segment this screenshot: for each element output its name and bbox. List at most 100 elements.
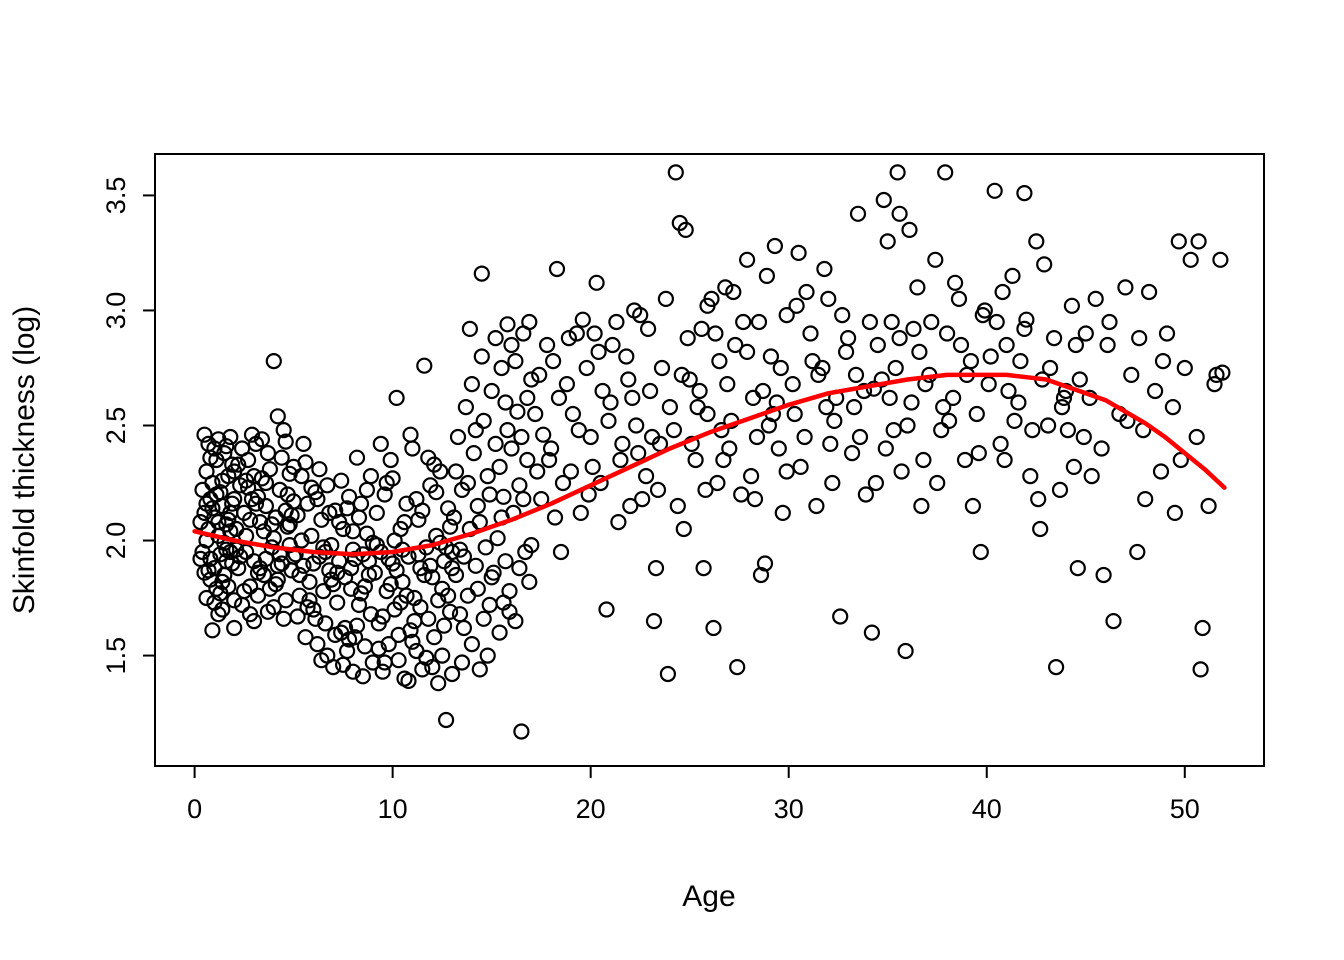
scatter-point <box>719 376 736 393</box>
scatter-point <box>929 474 946 492</box>
scatter-point <box>1146 382 1164 400</box>
scatter-point <box>396 513 413 531</box>
scatter-point <box>297 454 314 471</box>
scatter-point <box>200 562 217 579</box>
scatter-point <box>837 343 855 360</box>
scatter-point <box>992 435 1009 452</box>
scatter-point <box>356 578 373 595</box>
scatter-point <box>673 366 690 383</box>
scatter-point <box>475 412 492 429</box>
scatter-point <box>323 571 340 588</box>
scatter-point <box>447 463 465 480</box>
scatter-point <box>501 603 518 620</box>
scatter-point <box>1012 353 1029 370</box>
scatter-point <box>287 546 304 563</box>
scatter-point <box>295 557 312 574</box>
scatter-point <box>449 428 467 446</box>
scatter-point <box>940 412 958 429</box>
scatter-point <box>457 399 474 416</box>
scatter-point <box>1154 353 1172 370</box>
scatter-point <box>511 477 528 494</box>
scatter-point <box>709 474 726 492</box>
scatter-point <box>564 405 582 423</box>
scatter-point <box>463 635 480 653</box>
scatter-point <box>568 325 585 342</box>
scatter-point <box>382 451 399 469</box>
scatter-point <box>1000 382 1017 400</box>
scatter-point <box>442 518 459 535</box>
scatter-point <box>354 668 371 685</box>
scatter-point <box>748 428 766 446</box>
scatter-point <box>693 320 710 337</box>
scatter-point <box>459 587 476 604</box>
scatter-point <box>445 509 463 526</box>
scatter-point <box>521 313 538 331</box>
scatter-point <box>247 495 265 512</box>
scatter-point <box>275 422 292 439</box>
scatter-point <box>927 251 944 268</box>
scatter-point <box>362 606 379 623</box>
scatter-point <box>372 435 389 452</box>
scatter-point <box>659 665 677 683</box>
scatter-point <box>643 428 661 446</box>
scatter-point <box>982 348 999 365</box>
scatter-point <box>491 458 508 475</box>
scatter-point <box>1030 491 1047 508</box>
scatter-point <box>346 629 364 646</box>
scatter-point <box>1053 399 1071 416</box>
scatter-point <box>915 451 932 469</box>
scatter-point <box>810 366 827 383</box>
scatter-point <box>388 562 405 579</box>
x-tick-label: 10 <box>378 794 408 824</box>
scatter-point <box>622 497 639 515</box>
y-tick-label: 3.5 <box>101 177 131 215</box>
scatter-point <box>523 371 540 388</box>
scatter-point <box>531 366 548 383</box>
scatter-point <box>1101 313 1118 331</box>
scatter-point <box>614 435 631 452</box>
scatter-point <box>1087 290 1104 307</box>
scatter-point <box>903 394 920 411</box>
scatter-point <box>909 279 926 296</box>
scatter-point <box>1129 543 1146 561</box>
scatter-point <box>548 260 566 278</box>
scatter-point <box>479 647 496 664</box>
scatter-point <box>588 274 605 291</box>
scatter-point <box>804 353 821 370</box>
scatter-point <box>988 313 1005 331</box>
scatter-point <box>529 463 546 480</box>
scatter-point <box>329 594 346 611</box>
scatter-point <box>1069 559 1086 577</box>
scatter-point <box>289 507 306 524</box>
scatter-point <box>267 576 284 593</box>
scatter-point <box>249 587 267 604</box>
scatter-point <box>820 290 837 307</box>
scatter-point <box>1131 330 1148 347</box>
scatter-point <box>891 330 908 347</box>
y-tick-label: 3.0 <box>101 292 131 330</box>
scatter-point <box>222 428 239 446</box>
scatter-point <box>1039 417 1057 434</box>
scatter-point <box>938 325 956 342</box>
scatter-point <box>424 569 441 586</box>
scatter-point <box>1105 612 1122 630</box>
scatter-point <box>626 302 643 319</box>
scatter-point <box>738 343 756 360</box>
scatter-point <box>584 458 601 475</box>
scatter-point <box>218 438 235 455</box>
scatter-point <box>774 504 791 522</box>
scatter-point <box>1036 256 1053 273</box>
scatter-point <box>887 359 904 377</box>
scatter-point <box>970 445 987 462</box>
scatter-point <box>218 553 235 570</box>
scatter-point <box>602 394 619 411</box>
scatter-point <box>937 164 954 181</box>
scatter-point <box>956 451 974 469</box>
scatter-point <box>428 484 445 501</box>
scatter-point <box>857 486 875 503</box>
scatter-point <box>303 479 320 496</box>
scatter-point <box>796 428 813 446</box>
scatter-point <box>877 440 894 457</box>
scatter-point <box>390 652 407 669</box>
scatter-point <box>867 474 885 492</box>
